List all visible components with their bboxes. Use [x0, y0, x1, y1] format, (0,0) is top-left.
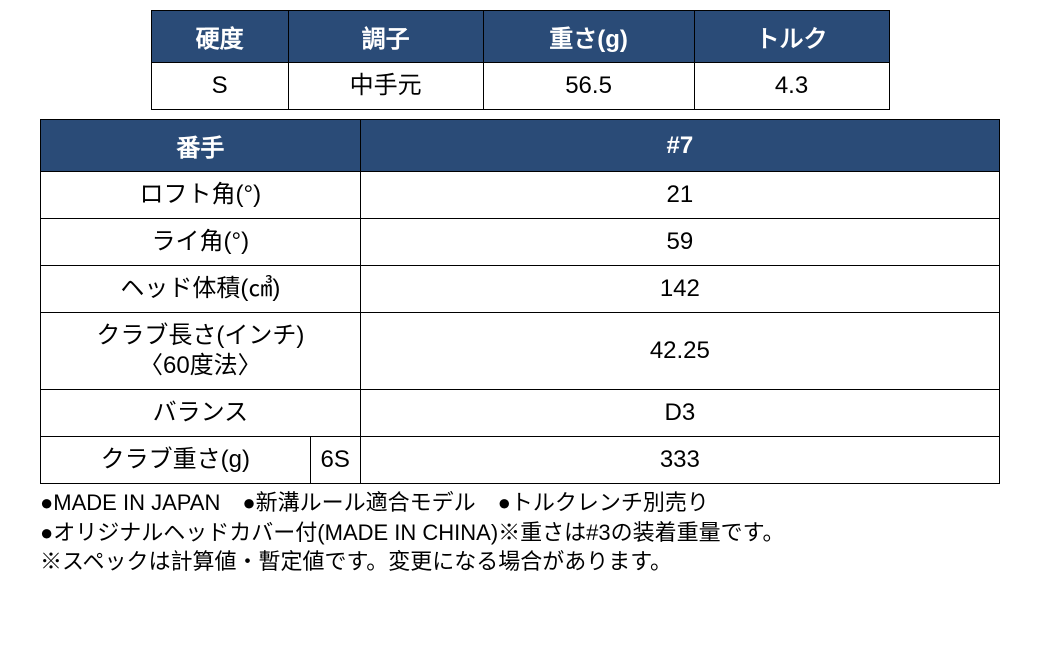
row-value: 333 — [360, 437, 999, 484]
table-row: 硬度 調子 重さ(g) トルク — [151, 11, 889, 63]
table-row: ヘッド体積(㎤)142 — [41, 266, 1000, 313]
col-header-value: #7 — [360, 120, 999, 172]
row-value: D3 — [360, 390, 999, 437]
cell-torque: 4.3 — [694, 63, 889, 110]
col-header-hardness: 硬度 — [151, 11, 288, 63]
footnote-line: ●MADE IN JAPAN ●新溝ルール適合モデル ●トルクレンチ別売り — [40, 490, 709, 515]
row-label: ロフト角(°) — [41, 172, 361, 219]
row-label: ヘッド体積(㎤) — [41, 266, 361, 313]
footnote-line: ●オリジナルヘッドカバー付(MADE IN CHINA)※重さは#3の装着重量で… — [40, 520, 784, 545]
footnote-line: ※スペックは計算値・暫定値です。変更になる場合があります。 — [40, 549, 672, 574]
col-header-weight: 重さ(g) — [483, 11, 694, 63]
row-label: ライ角(°) — [41, 219, 361, 266]
row-value: 21 — [360, 172, 999, 219]
shaft-spec-table: 硬度 調子 重さ(g) トルク S 中手元 56.5 4.3 — [151, 10, 890, 110]
table-row: バランスD3 — [41, 390, 1000, 437]
cell-kick: 中手元 — [288, 63, 483, 110]
row-sublabel: 6S — [310, 437, 360, 484]
table-row: S 中手元 56.5 4.3 — [151, 63, 889, 110]
col-header-kick: 調子 — [288, 11, 483, 63]
row-label: クラブ長さ(インチ)〈60度法〉 — [41, 313, 361, 390]
col-header-item: 番手 — [41, 120, 361, 172]
col-header-torque: トルク — [694, 11, 889, 63]
row-value: 142 — [360, 266, 999, 313]
cell-weight: 56.5 — [483, 63, 694, 110]
table-row: クラブ長さ(インチ)〈60度法〉42.25 — [41, 313, 1000, 390]
row-label: バランス — [41, 390, 361, 437]
table-row: ライ角(°)59 — [41, 219, 1000, 266]
table-row: クラブ重さ(g)6S333 — [41, 437, 1000, 484]
table-row: 番手 #7 — [41, 120, 1000, 172]
table-row: ロフト角(°)21 — [41, 172, 1000, 219]
cell-hardness: S — [151, 63, 288, 110]
row-value: 59 — [360, 219, 999, 266]
row-label: クラブ重さ(g) — [41, 437, 311, 484]
club-spec-table: 番手 #7 ロフト角(°)21ライ角(°)59ヘッド体積(㎤)142クラブ長さ(… — [40, 119, 1000, 484]
footnotes: ●MADE IN JAPAN ●新溝ルール適合モデル ●トルクレンチ別売り ●オリ… — [34, 488, 1006, 577]
row-value: 42.25 — [360, 313, 999, 390]
